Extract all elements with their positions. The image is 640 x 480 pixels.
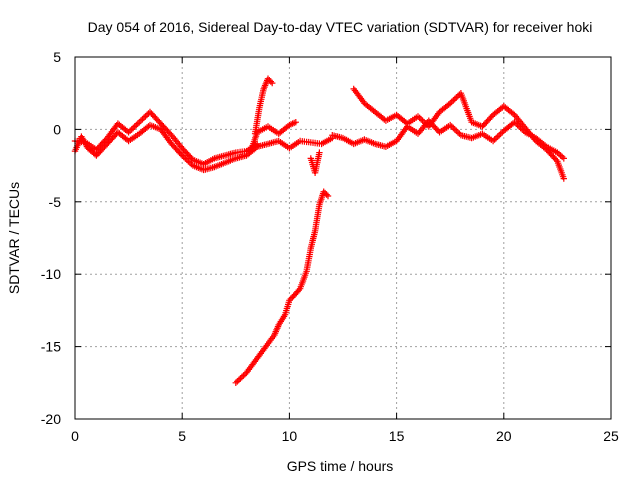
plot-frame [74, 56, 612, 420]
data-point [131, 123, 138, 130]
data-point [182, 155, 189, 162]
data-point [456, 130, 463, 137]
data-point [417, 116, 425, 123]
data-point [316, 149, 323, 156]
data-point [133, 121, 140, 129]
data-point [183, 156, 190, 163]
x-tick-label: 0 [71, 428, 79, 444]
data-point [421, 119, 428, 126]
data-points [71, 75, 567, 386]
data-point [286, 297, 293, 304]
data-point [136, 119, 143, 126]
series-arc-tail [247, 119, 299, 155]
data-point [128, 126, 135, 133]
data-point [140, 114, 148, 121]
data-point [292, 119, 299, 126]
data-point [134, 120, 141, 127]
y-tick-label: 5 [53, 49, 61, 65]
data-point [448, 123, 455, 130]
data-point [266, 77, 273, 84]
data-point [235, 376, 243, 384]
axis-ticks: 0 5 10 15 20 25 -20 -15 -10 -5 0 5 [41, 49, 619, 444]
data-point [509, 110, 517, 117]
data-point [143, 111, 151, 119]
y-tick-label: -15 [41, 339, 61, 355]
data-point [454, 92, 462, 100]
data-point [557, 152, 564, 159]
series-rising-arc [251, 75, 276, 137]
x-tick-label: 10 [282, 428, 298, 444]
data-point [450, 97, 457, 104]
data-point [422, 120, 429, 127]
data-point [179, 152, 186, 159]
data-point [295, 286, 302, 294]
data-point [451, 126, 458, 133]
y-tick-label: -10 [41, 266, 61, 282]
data-point [142, 113, 149, 120]
series-late-dip [307, 149, 323, 176]
data-point [287, 295, 294, 302]
series-main-band-c [329, 117, 567, 162]
data-point [447, 100, 454, 107]
data-point [234, 378, 241, 385]
data-point [559, 153, 566, 161]
data-point [497, 130, 504, 137]
data-point [232, 379, 239, 386]
y-tick-label: -5 [49, 194, 62, 210]
data-point [238, 373, 246, 381]
data-point [320, 188, 327, 195]
data-point [447, 121, 454, 129]
data-point [186, 159, 194, 166]
data-point [450, 124, 457, 132]
data-point [416, 114, 423, 121]
data-point [130, 124, 137, 132]
data-point [323, 191, 330, 198]
x-tick-label: 5 [178, 428, 186, 444]
data-point [324, 192, 332, 200]
x-tick-label: 20 [496, 428, 512, 444]
data-point [139, 116, 146, 123]
data-point [321, 189, 329, 197]
data-point [177, 150, 185, 158]
x-axis-label: GPS time / hours [287, 458, 394, 474]
grid [75, 57, 611, 419]
data-point [491, 136, 498, 143]
data-point [237, 375, 244, 382]
y-axis-label: SDTVAR / TECUs [6, 182, 22, 294]
data-point [454, 129, 462, 136]
series-deep-plunge [232, 188, 332, 386]
data-point [496, 132, 503, 139]
data-point [560, 155, 567, 162]
data-point [560, 175, 567, 182]
data-point [552, 156, 560, 163]
data-point [269, 79, 276, 87]
data-point [137, 117, 145, 124]
data-point [188, 161, 195, 168]
data-point [489, 137, 497, 145]
series-main-band-b [71, 108, 261, 168]
data-point [240, 372, 247, 379]
series-main-band-d [350, 85, 567, 182]
data-point [494, 133, 501, 140]
x-tick-label: 25 [603, 428, 619, 444]
data-point [267, 78, 274, 85]
y-tick-label: -20 [41, 411, 61, 427]
data-point [125, 129, 132, 136]
data-point [264, 75, 272, 82]
y-tick-label: 0 [53, 121, 61, 137]
x-tick-label: 15 [389, 428, 405, 444]
chart-title: Day 054 of 2016, Sidereal Day-to-day VTE… [88, 19, 593, 35]
data-point [451, 95, 458, 103]
